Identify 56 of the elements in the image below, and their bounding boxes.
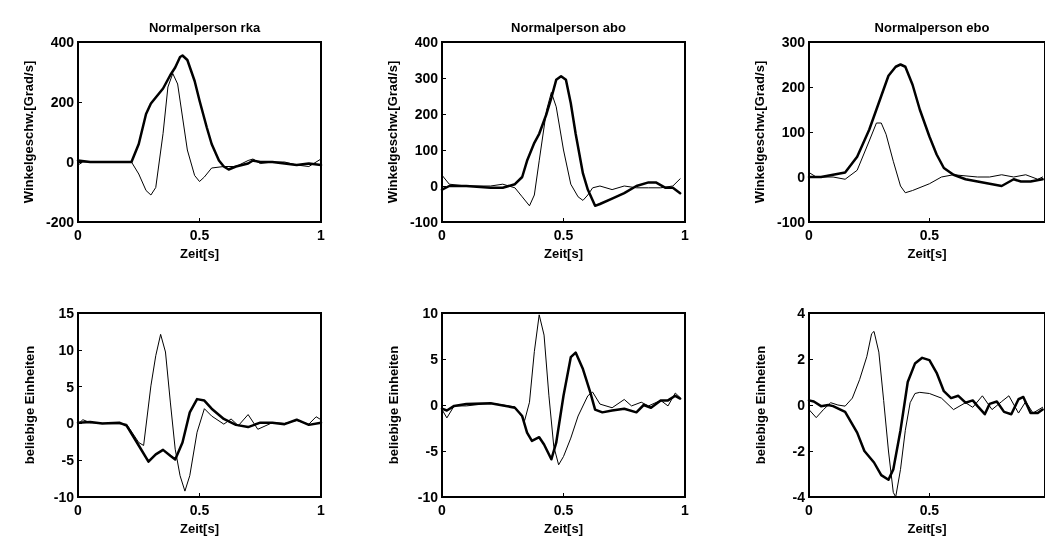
y-tick-label: 100 [414,142,439,158]
y-tick-label: -2 [792,443,806,459]
chart-title: Normalperson abo [511,20,626,35]
y-tick-label: 0 [797,397,806,413]
y-tick-label: 0 [66,154,75,170]
y-tick-label: -4 [792,489,806,505]
x-tick-label: 0.5 [919,502,940,518]
y-tick-label: 300 [781,34,806,50]
y-tick-label: 0 [797,169,806,185]
y-tick-label: -100 [776,214,806,230]
y-tick-label: -10 [53,489,75,505]
y-tick-label: 400 [50,34,75,50]
x-tick-label: 0.5 [919,227,940,243]
x-axis-title: Zeit[s] [180,245,219,261]
y-axis-title: Winkelgeschw.[Grad/s] [21,60,37,204]
y-tick-label: 200 [414,106,439,122]
x-tick-label: 0.5 [189,502,210,518]
x-tick-label: 1 [681,502,690,518]
y-axis-title: beliebige Einheiten [22,345,37,465]
x-axis-title: Zeit[s] [180,520,219,536]
y-tick-label: 200 [50,94,75,110]
y-tick-label: 5 [430,351,439,367]
y-tick-label: -200 [45,214,75,230]
y-tick-label: 200 [781,79,806,95]
y-axis-title: Winkelgeschw.[Grad/s] [752,60,768,204]
y-tick-label: 100 [781,124,806,140]
y-tick-label: 0 [430,178,439,194]
x-tick-label: 1 [317,227,326,243]
y-axis-title: beliebige Einheiten [753,345,768,465]
x-axis-title: Zeit[s] [907,245,947,261]
x-axis-title: Zeit[s] [544,245,583,261]
y-tick-label: 0 [66,415,75,432]
y-tick-label: -5 [61,452,75,469]
y-tick-label: 0 [430,397,439,413]
x-tick-label: 1 [681,227,690,243]
y-tick-label: 10 [422,305,439,321]
chart-title: Normalperson ebo [874,20,990,35]
chart-title: Normalperson rka [148,20,261,35]
y-tick-label: 10 [58,341,75,358]
y-tick-label: -10 [417,489,439,505]
y-tick-label: 5 [66,378,75,395]
y-tick-label: 4 [797,305,806,321]
x-axis-title: Zeit[s] [544,520,583,536]
y-tick-label: -5 [425,443,439,459]
y-tick-label: 300 [414,70,439,86]
y-tick-label: -100 [409,214,439,230]
x-tick-label: 0.5 [553,227,574,243]
y-tick-label: 2 [797,351,806,367]
y-axis-title: beliebige Einheiten [386,345,401,465]
y-axis-title: Winkelgeschw.[Grad/s] [385,60,401,204]
x-tick-label: 1 [317,502,326,518]
x-tick-label: 0.5 [189,227,210,243]
x-tick-label: 0.5 [553,502,574,518]
x-axis-title: Zeit[s] [907,520,947,536]
y-tick-label: 15 [58,305,75,321]
y-tick-label: 400 [414,34,439,50]
